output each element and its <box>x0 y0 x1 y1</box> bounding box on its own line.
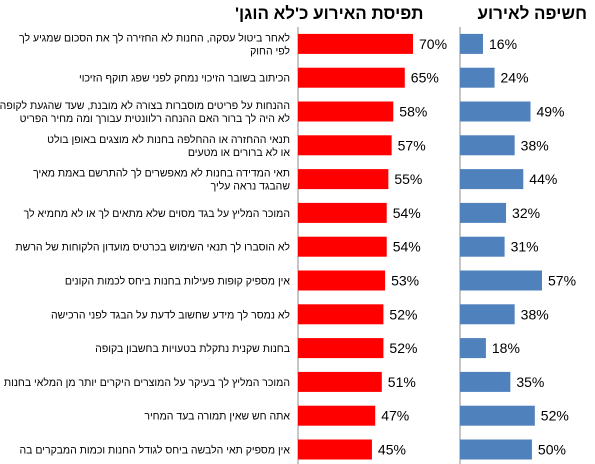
category-label: תנאי ההחזרה או ההחלפה בחנות לא מוצגים בא… <box>47 134 290 159</box>
unfair-perception-value-label: 54% <box>393 205 421 221</box>
category-label: אתה חש שאין תמורה בעד המחיר <box>144 411 290 423</box>
exposure-value-label: 57% <box>548 273 576 289</box>
exposure-value-label: 32% <box>512 205 540 221</box>
unfair-perception-bar <box>298 304 384 325</box>
unfair-perception-bar <box>298 236 387 257</box>
unfair-perception-value-label: 55% <box>394 171 422 187</box>
exposure-heading: חשיפה לאירוע <box>477 4 587 23</box>
category-label: לאחר ביטול עסקה, החנות לא החזירה לך את ה… <box>19 32 290 57</box>
category-label: בחנות שקנית נתקלת בטעויות בחשבון בקופה <box>95 343 290 355</box>
unfair-perception-value-label: 52% <box>389 340 417 356</box>
perception-heading: תפיסת האירוע כ'לא הוגן' <box>235 4 424 23</box>
unfair-perception-bar <box>298 405 376 426</box>
exposure-bar <box>460 135 515 156</box>
unfair-perception-value-label: 65% <box>411 70 439 86</box>
unfair-perception-value-label: 58% <box>399 104 427 120</box>
exposure-value-label: 49% <box>536 104 564 120</box>
category-label: ההנחות על פריטים מוסברות בצורה לא מובנת,… <box>0 100 290 125</box>
exposure-bar <box>460 405 535 426</box>
unfair-perception-value-label: 70% <box>419 36 447 52</box>
category-label: לא הוסברו לך תנאי השימוש בכרטיס מועדון ה… <box>15 242 290 254</box>
exposure-bar <box>460 169 524 190</box>
exposure-bar <box>460 236 505 257</box>
unfair-perception-bar <box>298 33 413 54</box>
exposure-bar <box>460 439 532 460</box>
unfair-perception-bar <box>298 202 387 223</box>
exposure-bar <box>460 304 515 325</box>
category-label: המוכר המליץ על בגד מסוים שלא מתאים לך או… <box>24 208 290 220</box>
exposure-value-label: 50% <box>538 442 566 458</box>
exposure-value-label: 18% <box>492 340 520 356</box>
unfair-perception-bar <box>298 439 372 460</box>
unfair-perception-bar <box>298 270 386 291</box>
exposure-value-label: 38% <box>521 306 549 322</box>
unfair-perception-bar <box>298 371 382 392</box>
exposure-value-label: 38% <box>521 137 549 153</box>
unfair-perception-bar <box>298 135 392 156</box>
unfair-perception-value-label: 53% <box>391 273 419 289</box>
category-label: המוכר המליץ לך בעיקר על המוצרים היקרים י… <box>4 377 290 389</box>
unfair-perception-bar <box>298 338 384 359</box>
exposure-bar <box>460 101 531 122</box>
category-label: אין מספיק קופות פעילות בחנות ביחס לכמות … <box>65 276 291 288</box>
exposure-bar <box>460 270 542 291</box>
exposure-bar <box>460 67 495 88</box>
exposure-bar <box>460 33 484 54</box>
exposure-value-label: 24% <box>501 70 529 86</box>
exposure-value-label: 16% <box>489 36 517 52</box>
exposure-value-label: 52% <box>541 408 569 424</box>
unfair-perception-value-label: 51% <box>388 374 416 390</box>
unfair-perception-value-label: 52% <box>389 306 417 322</box>
category-label: הכיתוב בשובר הזיכוי נמחק לפני שפג תוקף ה… <box>79 73 290 85</box>
exposure-value-label: 44% <box>529 171 557 187</box>
category-label: אין מספיק תאי הלבשה ביחס לגודל החנות וכמ… <box>20 445 291 457</box>
exposure-bar <box>460 202 507 223</box>
exposure-value-label: 35% <box>516 374 544 390</box>
unfair-perception-bar <box>298 169 389 190</box>
unfair-perception-value-label: 54% <box>393 239 421 255</box>
unfair-perception-value-label: 45% <box>378 442 406 458</box>
exposure-bar <box>460 338 486 359</box>
unfair-perception-value-label: 47% <box>381 408 409 424</box>
category-label: לא נמסר לך מידע שחשוב לדעת על הבגד לפני … <box>51 309 290 321</box>
exposure-bar <box>460 371 511 392</box>
unfair-perception-value-label: 57% <box>398 137 426 153</box>
unfair-perception-bar <box>298 67 405 88</box>
unfair-perception-bar <box>298 101 394 122</box>
exposure-value-label: 31% <box>511 239 539 255</box>
category-label: תאי המדידה בחנות לא מאפשרים לך להתרשם בא… <box>33 168 290 193</box>
